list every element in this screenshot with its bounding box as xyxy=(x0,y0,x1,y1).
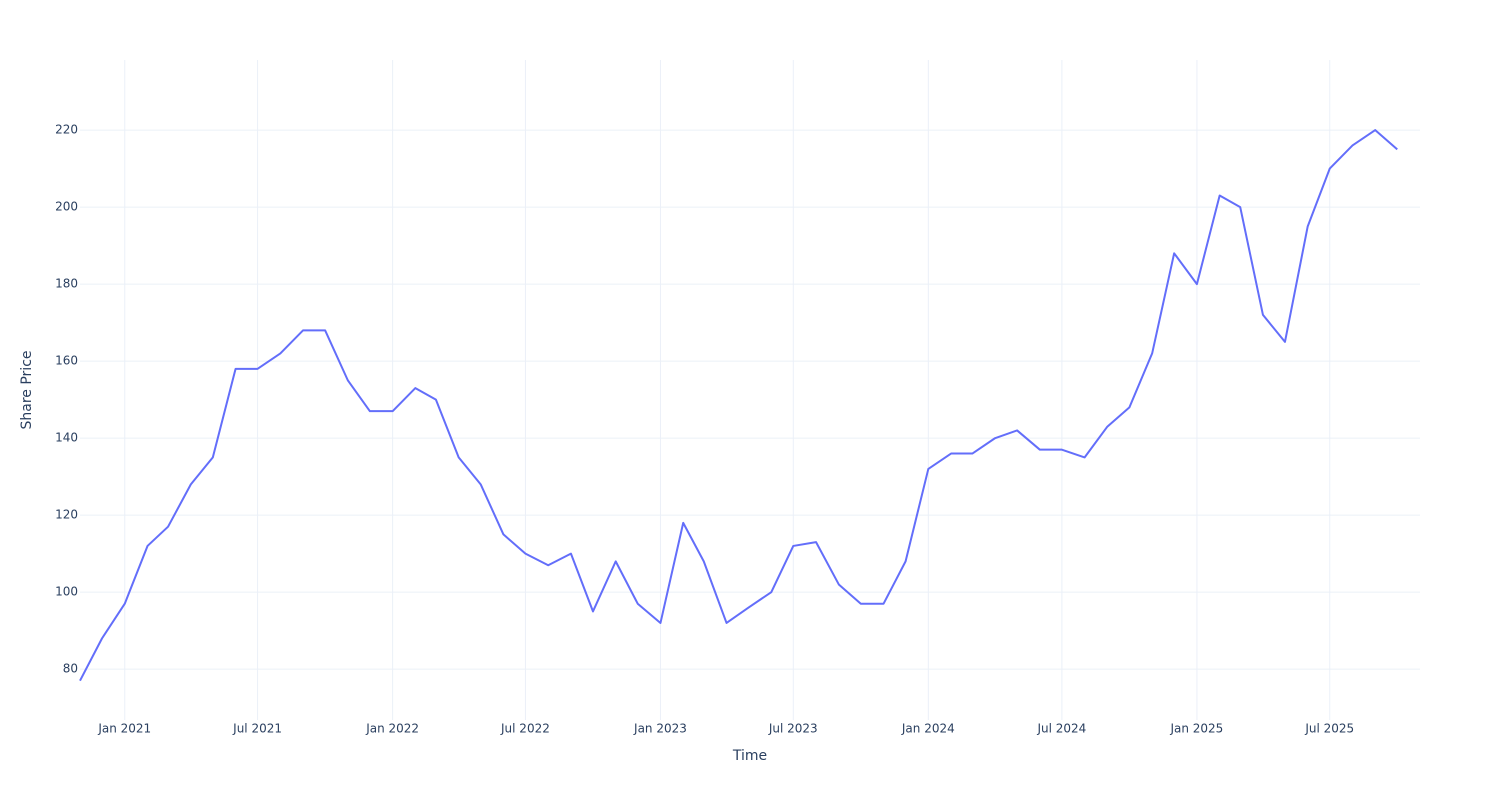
price-line xyxy=(79,129,1398,682)
y-tick-label: 100 xyxy=(55,585,78,599)
x-tick-label: Jan 2022 xyxy=(365,722,419,736)
x-tick-label: Jan 2021 xyxy=(97,722,151,736)
y-axis-title: Share Price xyxy=(19,350,35,429)
x-axis-title: Time xyxy=(732,748,767,764)
y-tick-label: 160 xyxy=(55,354,78,368)
y-tick-label: 80 xyxy=(63,662,78,676)
x-tick-label: Jan 2024 xyxy=(901,722,955,736)
x-tick-label: Jul 2023 xyxy=(768,722,818,736)
x-tick-label: Jul 2021 xyxy=(232,722,282,736)
x-tick-label: Jan 2023 xyxy=(633,722,687,736)
x-tick-label: Jul 2025 xyxy=(1304,722,1354,736)
x-tick-label: Jan 2025 xyxy=(1169,722,1223,736)
x-tick-label: Jul 2024 xyxy=(1036,722,1086,736)
x-tick-label: Jul 2022 xyxy=(500,722,550,736)
y-tick-label: 180 xyxy=(55,277,78,291)
y-tick-label: 220 xyxy=(55,123,78,137)
y-tick-label: 200 xyxy=(55,200,78,214)
y-tick-label: 120 xyxy=(55,508,78,522)
y-tick-label: 140 xyxy=(55,431,78,445)
